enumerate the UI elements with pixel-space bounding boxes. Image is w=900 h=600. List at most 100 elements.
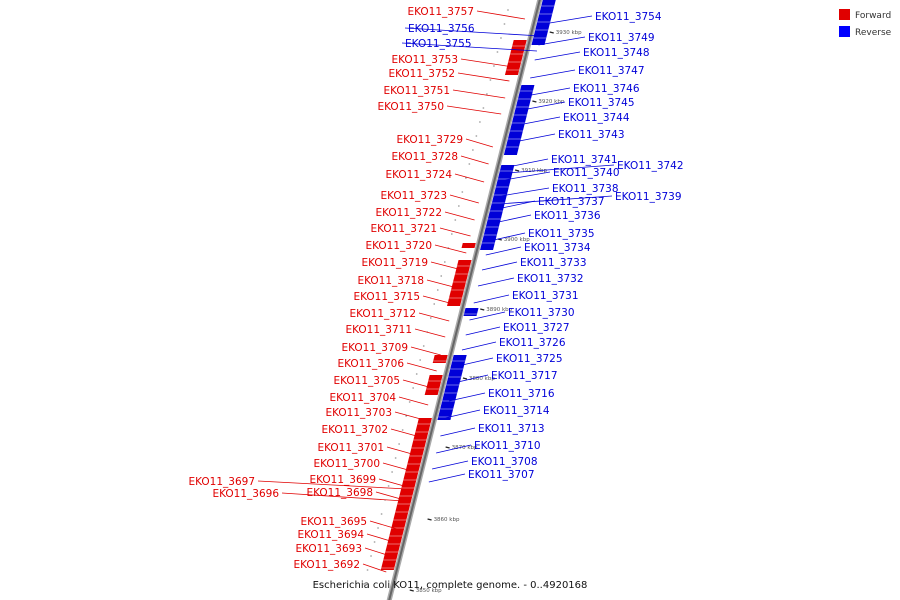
forward-leader-line bbox=[457, 72, 510, 82]
scale-tick-label: 3880 kbp bbox=[469, 376, 495, 382]
forward-gene-label: EKO11_3700 bbox=[313, 458, 380, 470]
forward-leader-line bbox=[444, 211, 475, 221]
reverse-leader-line bbox=[500, 187, 550, 197]
scale-tick-mark bbox=[532, 100, 537, 103]
legend-forward-swatch bbox=[839, 9, 850, 20]
reverse-gene-block bbox=[503, 85, 535, 155]
forward-gene-label: EKO11_3694 bbox=[297, 529, 364, 541]
forward-gene-label: EKO11_3712 bbox=[349, 308, 416, 320]
reverse-gene-label: EKO11_3707 bbox=[468, 469, 535, 481]
scale-tick-label: 3920 kbp bbox=[538, 99, 564, 105]
forward-leader-line bbox=[414, 328, 446, 338]
reverse-gene-label: EKO11_3730 bbox=[508, 307, 575, 319]
reverse-gene-label: EKO11_3736 bbox=[534, 210, 601, 222]
reverse-gene-label: EKO11_3745 bbox=[568, 97, 635, 109]
scale-tick-mark bbox=[427, 518, 432, 521]
forward-gene-label: EKO11_3692 bbox=[293, 559, 360, 571]
reverse-leader-line bbox=[473, 294, 510, 304]
forward-leader-line bbox=[386, 446, 416, 456]
scale-tick-label: 3890 kbp bbox=[486, 307, 512, 313]
forward-leader-line bbox=[449, 194, 479, 204]
forward-gene-label: EKO11_3715 bbox=[353, 291, 420, 303]
reverse-leader-line bbox=[449, 392, 486, 402]
reverse-gene-label: EKO11_3754 bbox=[595, 11, 662, 23]
forward-leader-line bbox=[362, 563, 387, 573]
forward-gene-block bbox=[432, 355, 448, 363]
reverse-gene-label: EKO11_3710 bbox=[474, 440, 541, 452]
forward-gene-label: EKO11_3698 bbox=[306, 487, 373, 499]
forward-gene-label: EKO11_3723 bbox=[380, 190, 447, 202]
forward-gene-block bbox=[380, 418, 432, 570]
forward-gene-label: EKO11_3729 bbox=[396, 134, 463, 146]
reverse-leader-line bbox=[493, 214, 532, 224]
forward-gene-label: EKO11_3724 bbox=[385, 169, 452, 181]
forward-leader-line bbox=[430, 261, 463, 271]
forward-leader-line bbox=[418, 312, 450, 322]
reverse-gene-label: EKO11_3733 bbox=[520, 257, 587, 269]
reverse-gene-label: EKO11_3717 bbox=[491, 370, 558, 382]
forward-leader-line bbox=[465, 138, 493, 148]
forward-gene-label: EKO11_3703 bbox=[325, 407, 392, 419]
forward-leader-line bbox=[476, 10, 526, 20]
legend-reverse-swatch bbox=[839, 26, 850, 37]
reverse-gene-label: EKO11_3725 bbox=[496, 353, 563, 365]
reverse-leader-line bbox=[498, 195, 613, 205]
reverse-leader-line bbox=[440, 427, 476, 437]
reverse-gene-label: EKO11_3735 bbox=[528, 228, 595, 240]
forward-gene-label: EKO11_3718 bbox=[357, 275, 424, 287]
reverse-leader-line bbox=[477, 277, 515, 287]
backbone-line bbox=[388, 0, 541, 600]
reverse-gene-label: EKO11_3737 bbox=[538, 196, 605, 208]
reverse-leader-line bbox=[436, 444, 472, 454]
forward-leader-line bbox=[426, 279, 458, 289]
gene-features bbox=[380, 0, 556, 570]
forward-leader-line bbox=[410, 346, 441, 356]
reverse-leader-line bbox=[481, 261, 518, 271]
reverse-gene-label: EKO11_3738 bbox=[552, 183, 619, 195]
reverse-gene-label: EKO11_3731 bbox=[512, 290, 579, 302]
reverse-leader-line bbox=[404, 27, 541, 37]
forward-leader-line bbox=[434, 244, 467, 254]
scale-tick-label: 3900 kbp bbox=[504, 237, 530, 243]
reverse-gene-label: EKO11_3756 bbox=[408, 23, 475, 35]
forward-gene-label: EKO11_3751 bbox=[383, 85, 450, 97]
forward-gene-label: EKO11_3750 bbox=[377, 101, 444, 113]
forward-leader-line bbox=[382, 462, 412, 472]
reverse-leader-line bbox=[453, 374, 489, 384]
reverse-gene-label: EKO11_3748 bbox=[583, 47, 650, 59]
reverse-leader-line bbox=[543, 15, 593, 25]
reverse-leader-line bbox=[504, 171, 551, 181]
reverse-gene-label: EKO11_3734 bbox=[524, 242, 591, 254]
forward-gene-block bbox=[424, 375, 443, 395]
forward-leader-line bbox=[446, 105, 502, 115]
reverse-leader-line bbox=[538, 36, 586, 46]
forward-leader-line bbox=[281, 492, 405, 502]
forward-leader-line bbox=[394, 411, 425, 421]
reverse-leader-line bbox=[465, 326, 501, 336]
forward-gene-label: EKO11_3696 bbox=[212, 488, 279, 500]
forward-gene-label: EKO11_3757 bbox=[407, 6, 474, 18]
scale-tick-mark bbox=[549, 31, 554, 34]
forward-leader-line bbox=[257, 480, 408, 490]
forward-leader-line bbox=[406, 362, 437, 372]
reverse-gene-label: EKO11_3740 bbox=[553, 167, 620, 179]
forward-gene-label: EKO11_3721 bbox=[370, 223, 437, 235]
genome-backbone bbox=[386, 0, 543, 600]
forward-gene-label: EKO11_3728 bbox=[391, 151, 458, 163]
reverse-gene-label: EKO11_3708 bbox=[471, 456, 538, 468]
reverse-leader-line bbox=[432, 460, 469, 470]
scale-tick-label: 3850 kbp bbox=[416, 588, 442, 594]
forward-leader-line bbox=[402, 379, 433, 389]
reverse-leader-line bbox=[534, 51, 581, 61]
forward-gene-label: EKO11_3705 bbox=[333, 375, 400, 387]
map-caption: Escherichia coli KO11, complete genome. … bbox=[313, 580, 588, 591]
reverse-gene-label: EKO11_3713 bbox=[478, 423, 545, 435]
forward-gene-label: EKO11_3722 bbox=[375, 207, 442, 219]
gene-labels: EKO11_3757 EKO11_3753 EKO11_3752 EKO11_3751… bbox=[188, 6, 683, 571]
legend-forward-label: Forward bbox=[855, 11, 891, 21]
forward-leader-line bbox=[369, 520, 398, 530]
scale-tick-label: 3860 kbp bbox=[434, 517, 460, 523]
reverse-gene-label: EKO11_3749 bbox=[588, 32, 655, 44]
forward-leader-line bbox=[366, 533, 394, 543]
reverse-gene-label: EKO11_3741 bbox=[551, 154, 618, 166]
